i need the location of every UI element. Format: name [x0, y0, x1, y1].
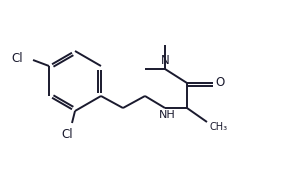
- Text: Cl: Cl: [61, 128, 73, 141]
- Text: CH₃: CH₃: [210, 122, 228, 132]
- Text: N: N: [161, 55, 169, 68]
- Text: O: O: [215, 76, 225, 89]
- Text: Cl: Cl: [11, 51, 23, 64]
- Text: NH: NH: [158, 110, 175, 120]
